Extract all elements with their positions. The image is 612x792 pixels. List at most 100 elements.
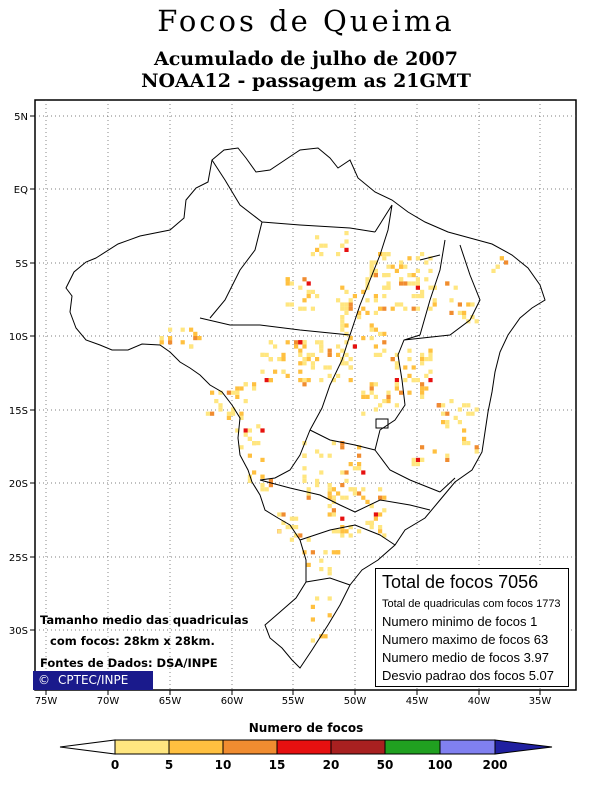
legend-swatch <box>439 739 496 755</box>
fire-cell <box>445 457 450 462</box>
fire-cell <box>231 390 236 395</box>
fire-cell <box>373 382 378 387</box>
fire-cell <box>243 428 248 433</box>
fire-cell <box>369 264 374 269</box>
fire-cell <box>474 319 479 324</box>
fire-cell <box>420 386 425 391</box>
fire-cell <box>386 281 391 286</box>
fire-cell <box>491 268 496 273</box>
fire-cell <box>348 302 353 307</box>
fire-cell <box>424 386 429 391</box>
fire-cell <box>361 487 366 492</box>
fire-cell <box>365 281 370 286</box>
fire-cell <box>361 289 366 294</box>
fire-cell <box>369 382 374 387</box>
fire-cell <box>340 243 345 248</box>
fire-cell <box>470 302 475 307</box>
lat-label: 10S <box>9 332 28 343</box>
fire-cell <box>365 277 370 282</box>
lon-label: 45W <box>406 696 429 707</box>
fire-cell <box>428 369 433 374</box>
fire-cell <box>361 470 366 475</box>
fire-cell <box>327 491 332 496</box>
fire-cell <box>445 420 450 425</box>
fire-cell <box>357 445 362 450</box>
color-legend: 0 5 10 15 20 50 100 200 <box>59 739 553 772</box>
fire-cell <box>411 365 416 370</box>
fire-cell <box>369 260 374 265</box>
fire-cell <box>344 306 349 311</box>
fire-cell <box>277 529 282 534</box>
fire-cell <box>344 529 349 534</box>
fire-cell <box>281 512 286 517</box>
fire-cell <box>344 239 349 244</box>
fire-cell <box>336 298 341 303</box>
fire-cell <box>168 336 173 341</box>
fire-cell <box>386 252 391 257</box>
fire-cell <box>302 361 307 366</box>
fire-cell <box>340 445 345 450</box>
fire-cell <box>344 310 349 315</box>
fire-cell <box>344 289 349 294</box>
fire-cell <box>390 357 395 362</box>
fire-cell <box>260 352 265 357</box>
fire-cell <box>218 407 223 412</box>
fire-cell <box>394 365 399 370</box>
fire-cell <box>348 462 353 467</box>
fire-cell <box>247 453 252 458</box>
fire-cell <box>285 373 290 378</box>
fire-cell <box>394 268 399 273</box>
fire-cell <box>285 302 290 307</box>
fire-cell <box>382 294 387 299</box>
fire-cell <box>319 567 324 572</box>
fire-cell <box>231 411 236 416</box>
fire-cell <box>268 340 273 345</box>
fire-cell <box>403 378 408 383</box>
fire-cell <box>407 357 412 362</box>
fire-cell <box>336 252 341 257</box>
fire-cell <box>399 390 404 395</box>
fire-cell <box>323 634 328 639</box>
fire-cell <box>306 357 311 362</box>
fire-cell <box>235 390 240 395</box>
fire-cell <box>352 487 357 492</box>
fire-cell <box>378 331 383 336</box>
lat-label: 15S <box>9 406 28 417</box>
lat-label: 30S <box>9 626 28 637</box>
fire-cell <box>424 357 429 362</box>
fire-cell <box>340 533 345 538</box>
lon-label: 75W <box>35 696 58 707</box>
fire-cell <box>432 302 437 307</box>
fire-cell <box>453 415 458 420</box>
fire-cell <box>294 340 299 345</box>
fire-cell <box>428 378 433 383</box>
fire-cell <box>369 520 374 525</box>
fire-cell <box>289 516 294 521</box>
legend-tick-label: 100 <box>427 758 452 772</box>
fire-cell <box>252 441 257 446</box>
fire-cell <box>310 550 315 555</box>
fire-cell <box>348 306 353 311</box>
map-title: Focos de Queima <box>157 4 455 38</box>
fire-cell <box>415 294 420 299</box>
fire-cell <box>256 424 261 429</box>
fire-cell <box>382 306 387 311</box>
fire-cell <box>315 449 320 454</box>
fire-cell <box>298 352 303 357</box>
fire-cell <box>386 390 391 395</box>
legend-tick-label: 10 <box>215 758 232 772</box>
fire-cell <box>373 310 378 315</box>
lat-label: 5S <box>15 259 28 270</box>
fire-cell <box>348 298 353 303</box>
fire-cell <box>428 256 433 261</box>
fire-cell <box>378 495 383 500</box>
fire-cell <box>289 281 294 286</box>
fire-cell <box>474 407 479 412</box>
fire-cell <box>470 315 475 320</box>
fire-cell <box>302 340 307 345</box>
fire-cell <box>319 344 324 349</box>
fire-cell <box>466 403 471 408</box>
legend-swatch <box>330 739 386 755</box>
fire-cell <box>298 285 303 290</box>
fire-cell <box>285 281 290 286</box>
